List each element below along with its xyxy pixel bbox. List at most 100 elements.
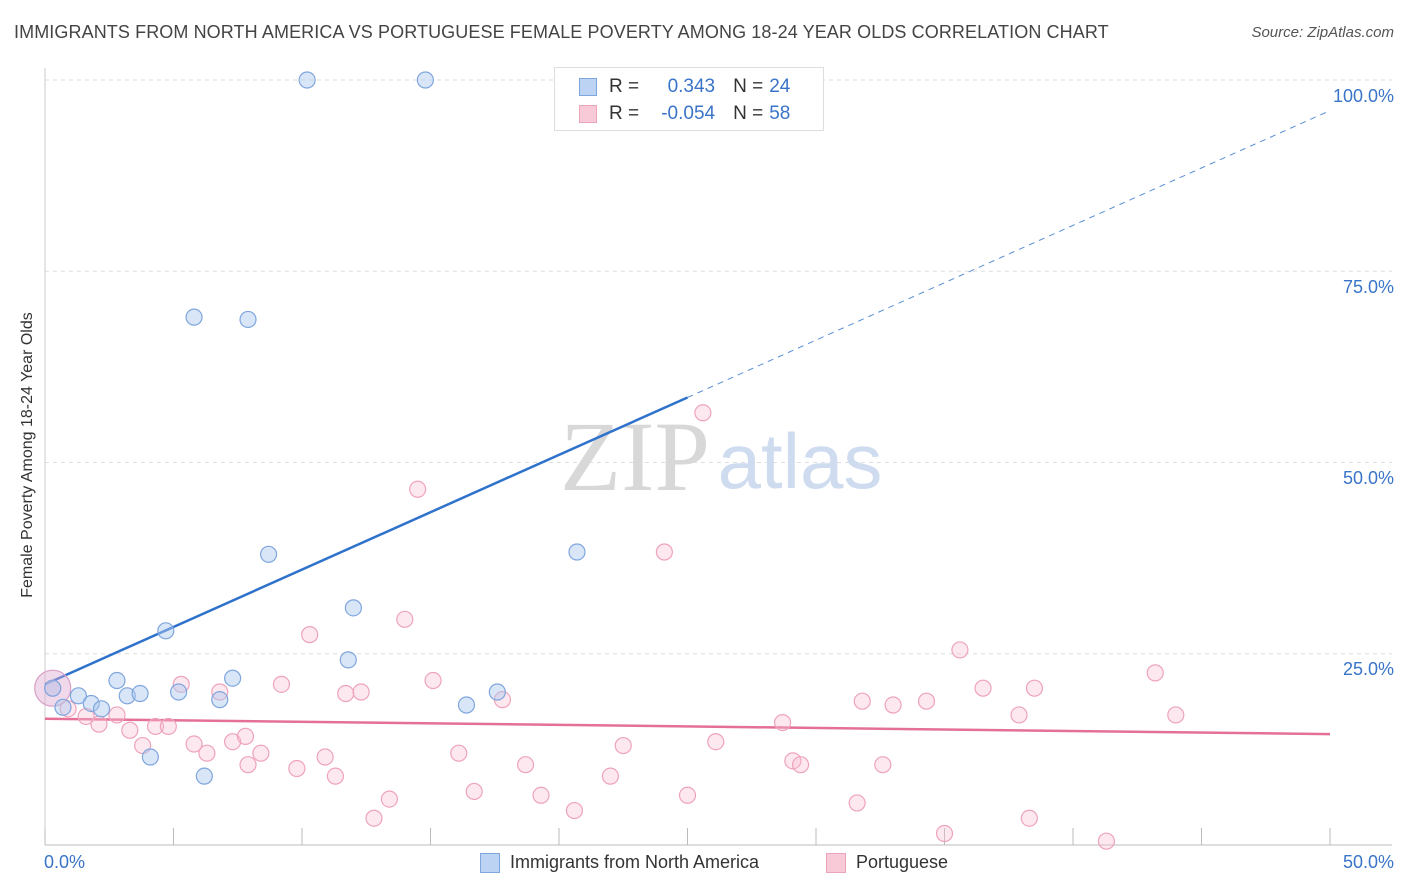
point-portuguese	[1167, 706, 1185, 724]
point-portuguese	[380, 790, 398, 808]
bottom-legend-label: Portuguese	[856, 852, 949, 872]
point-portuguese	[252, 744, 270, 762]
point-portuguese	[601, 767, 620, 785]
point-portuguese	[465, 782, 483, 801]
point-portuguese	[236, 727, 255, 745]
bottom-legend-label: Immigrants from North America	[510, 852, 760, 872]
point-portuguese	[614, 736, 632, 755]
legend-swatch-blue	[579, 78, 597, 96]
legend-n-value: 58	[769, 103, 791, 124]
point-portuguese	[784, 752, 802, 770]
watermark-zip: ZIP	[560, 401, 710, 512]
point-portuguese	[185, 735, 203, 753]
point-portuguese	[424, 671, 442, 690]
trend-line-north-america-extension	[687, 110, 1331, 398]
point-portuguese	[655, 543, 673, 561]
point-portuguese	[853, 692, 871, 710]
point-portuguese	[198, 744, 216, 762]
point-portuguese	[1025, 679, 1044, 697]
y-tick-50: 50.0%	[1342, 468, 1394, 488]
point-portuguese	[224, 733, 242, 751]
point-north-america	[118, 687, 136, 705]
point-north-america	[457, 696, 476, 714]
point-north-america	[54, 698, 72, 716]
point-portuguese	[884, 696, 902, 714]
point-portuguese	[678, 786, 697, 804]
x-tick-max: 50.0%	[1342, 852, 1394, 872]
point-portuguese	[326, 767, 345, 785]
axes	[44, 68, 1392, 846]
point-portuguese	[694, 404, 712, 422]
point-north-america	[416, 71, 434, 89]
point-north-america	[568, 543, 586, 561]
legend-n-value: 24	[769, 76, 791, 97]
point-portuguese	[365, 809, 383, 827]
trend-line-north-america	[44, 396, 689, 686]
y-axis-label: Female Poverty Among 18-24 Year Olds	[19, 312, 36, 598]
y-tick-100: 100.0%	[1332, 86, 1394, 106]
watermark: ZIP atlas	[560, 401, 882, 512]
point-portuguese	[272, 675, 291, 693]
point-portuguese	[450, 744, 468, 762]
point-north-america	[157, 622, 175, 640]
bottom-legend-north-america: Immigrants from North America	[480, 852, 759, 873]
point-portuguese	[1146, 664, 1164, 682]
trend-line-portuguese	[44, 717, 1331, 736]
point-portuguese	[396, 610, 414, 628]
source-label: Source: ZipAtlas.com	[1251, 24, 1394, 41]
point-portuguese	[288, 759, 306, 778]
bottom-legend-swatch-blue	[480, 852, 500, 873]
point-portuguese	[791, 756, 810, 774]
point-portuguese	[77, 707, 95, 726]
point-north-america	[211, 691, 229, 709]
point-north-america	[259, 545, 278, 563]
point-north-america	[224, 669, 242, 687]
point-portuguese	[90, 715, 108, 733]
point-portuguese	[409, 480, 427, 498]
point-north-america	[44, 679, 62, 697]
x-tick-min: 0.0%	[44, 852, 86, 872]
point-north-america	[69, 687, 88, 705]
point-portuguese	[1020, 809, 1038, 827]
point-portuguese	[773, 713, 792, 732]
point-portuguese	[352, 683, 370, 701]
point-north-america	[339, 651, 357, 669]
point-north-america	[185, 308, 203, 326]
point-portuguese	[951, 641, 969, 659]
legend-r-label: R =	[609, 103, 640, 124]
point-portuguese	[159, 717, 177, 736]
point-portuguese	[917, 692, 936, 710]
point-portuguese	[1010, 706, 1028, 724]
legend-row-north-america: R = 0.343 N = 24	[579, 75, 790, 99]
legend-swatch-pink	[579, 105, 597, 123]
point-portuguese	[516, 756, 535, 774]
correlation-legend: R = 0.343 N = 24 R = -0.054 N = 58	[554, 67, 824, 131]
legend-r-value: -0.054	[661, 103, 716, 124]
legend-n-label: N =	[733, 103, 764, 124]
legend-row-portuguese: R = -0.054 N = 58	[579, 102, 790, 126]
point-north-america	[298, 71, 316, 89]
point-portuguese	[301, 626, 319, 644]
watermark-atlas: atlas	[718, 417, 883, 505]
point-portuguese	[532, 786, 550, 804]
point-north-america	[239, 310, 257, 329]
point-north-america	[82, 694, 100, 713]
point-north-america	[170, 683, 188, 701]
point-north-america	[92, 700, 111, 718]
grid-lines	[45, 79, 1392, 655]
point-portuguese	[239, 756, 257, 774]
point-portuguese	[146, 717, 165, 736]
point-portuguese	[1097, 832, 1116, 850]
point-portuguese	[108, 706, 126, 724]
point-north-america	[488, 683, 506, 701]
point-portuguese	[707, 733, 725, 751]
point-portuguese	[874, 756, 892, 774]
point-portuguese	[935, 824, 954, 843]
point-portuguese	[848, 794, 866, 812]
point-portuguese	[565, 801, 584, 820]
point-portuguese	[974, 679, 992, 697]
cluster-point	[34, 669, 72, 707]
point-portuguese	[337, 684, 355, 703]
bottom-legend-swatch-pink	[826, 852, 846, 873]
